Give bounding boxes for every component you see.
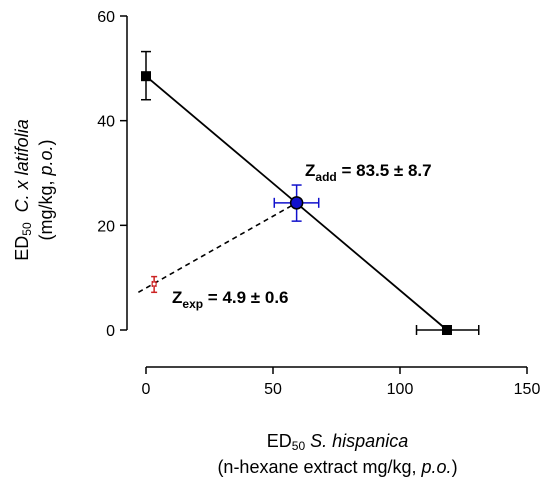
y-tick-label: 0 [106,323,115,340]
x-tick-label: 0 [142,381,151,398]
tick-labels: 0 20 40 60 0 50 100 150 [97,9,540,398]
x-tick-label: 50 [264,381,282,398]
experimental-line [137,202,298,294]
z-add-annotation: Zadd = 83.5 ± 8.7 [305,161,432,184]
y-tick-label: 20 [97,218,115,235]
x-axis-label-line1: ED50 S. hispanica [266,431,409,453]
data-point-additive [289,196,304,210]
x-tick-label: 150 [514,381,541,398]
x-tick-label: 100 [387,381,414,398]
axes [120,15,528,374]
data-points [141,71,452,335]
x-axis-label: ED50 S. hispanica (n-hexane extract mg/k… [145,428,530,480]
y-tick-label: 60 [97,9,115,26]
y-tick-label: 40 [97,114,115,131]
data-point-square [441,325,452,335]
z-exp-annotation: Zexp = 4.9 ± 0.6 [172,288,289,311]
data-point-experimental [151,281,157,287]
x-axis-label-line2: (n-hexane extract mg/kg, p.o.) [217,457,458,477]
y-axis-label-line2: (mg/kg, p.o.) [36,139,56,241]
y-axis-label-line1: ED50 C. x latifolia [12,119,34,261]
error-bars [141,50,480,335]
data-point-square [141,71,151,82]
